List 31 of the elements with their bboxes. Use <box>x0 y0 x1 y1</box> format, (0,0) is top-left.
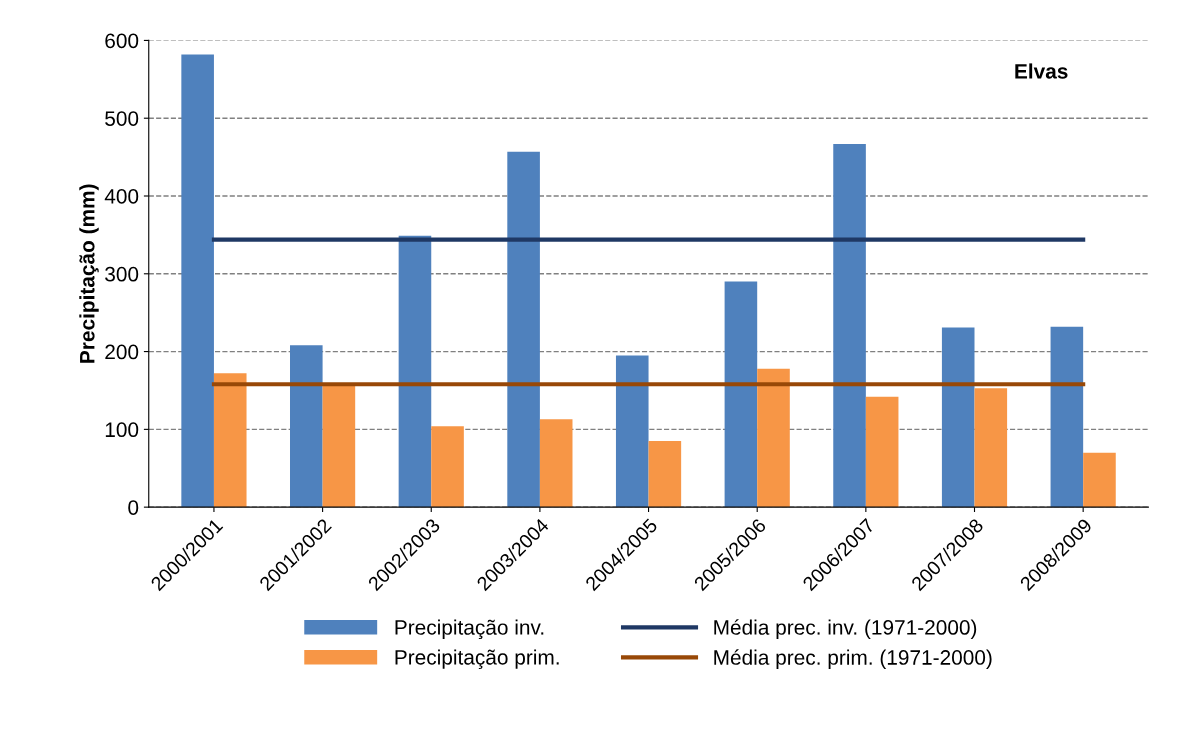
y-tick-label: 400 <box>104 189 139 204</box>
y-tick-label: 300 <box>105 266 139 282</box>
y-tick-label: 500 <box>105 111 139 126</box>
annotation: Elvas <box>1015 63 1068 79</box>
y-axis-title: Precipitação (mm) <box>79 184 99 363</box>
bar <box>615 355 649 508</box>
legend-label: Precipitação inv. <box>395 619 544 639</box>
bar <box>213 373 247 508</box>
bar <box>290 345 323 508</box>
y-tick-label: 0 <box>128 500 139 515</box>
bar <box>181 54 214 508</box>
bar <box>757 368 790 508</box>
bar <box>724 281 758 508</box>
y-tick-label: 100 <box>105 422 139 438</box>
legend-label: Precipitação prim. <box>395 649 559 669</box>
legend-label: Média prec. prim. (1971-2000) <box>714 649 992 669</box>
bar <box>431 426 464 508</box>
y-tick-label: 200 <box>105 344 139 360</box>
y-tick-label: 600 <box>105 33 139 49</box>
bar <box>398 235 432 508</box>
bar <box>648 441 682 508</box>
bar <box>974 388 1008 508</box>
bar <box>865 396 899 508</box>
bar <box>833 143 866 508</box>
bar <box>539 419 573 508</box>
bar <box>941 327 975 508</box>
legend-label: Média prec. inv. (1971-2000) <box>714 619 977 639</box>
bar <box>1050 326 1084 508</box>
bar <box>322 383 356 508</box>
bar <box>1083 452 1116 508</box>
bar <box>507 151 540 508</box>
